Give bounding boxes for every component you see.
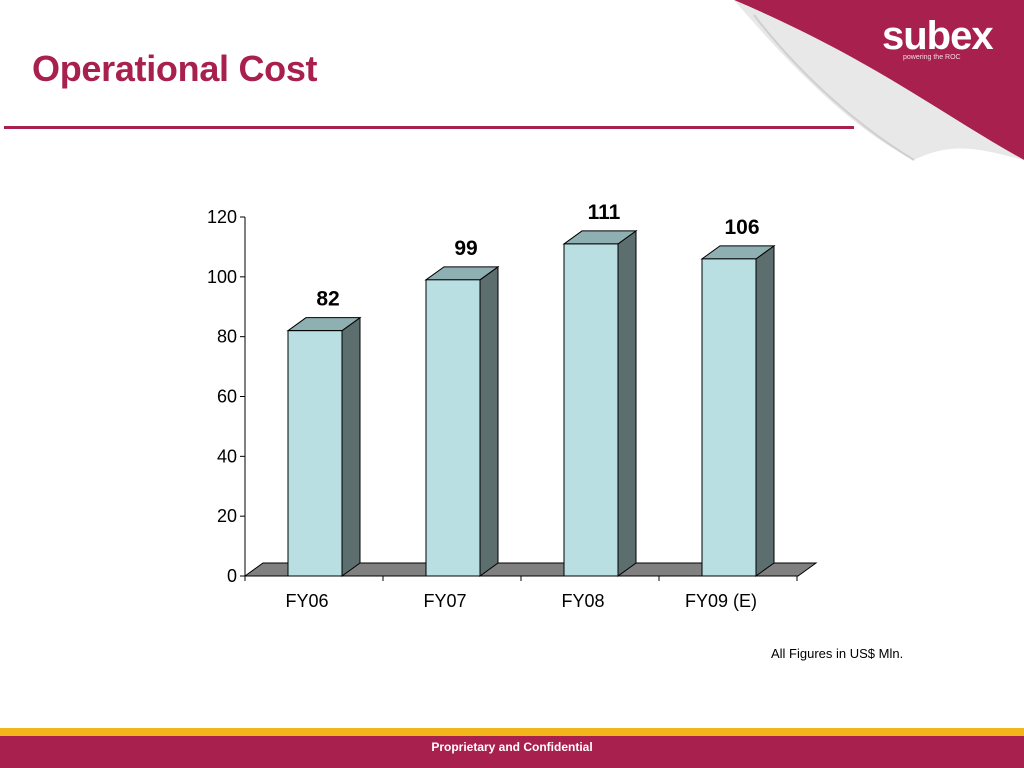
units-note: All Figures in US$ Mln. [771,646,904,661]
x-tick-label: FY09 (E) [685,591,757,611]
y-tick-label: 0 [227,566,237,586]
footer-bar [0,736,1024,768]
y-tick-label: 20 [217,506,237,526]
data-label: 99 [454,237,477,260]
y-tick-label: 40 [217,446,237,466]
x-tick-label: FY08 [561,591,604,611]
y-tick-label: 80 [217,327,237,347]
x-tick-label: FY07 [423,591,466,611]
data-label: 82 [316,288,339,311]
footer-accent-stripe [0,728,1024,736]
y-tick-label: 120 [207,207,237,227]
y-tick-label: 100 [207,267,237,287]
bar-side [479,265,499,577]
data-label: 111 [588,201,621,224]
bar [701,258,757,577]
brand-tagline: powering the ROC [903,54,961,61]
title-divider [4,126,854,129]
page-curl-corner [734,0,1024,161]
data-label: 106 [724,216,759,239]
y-tick-label: 60 [217,387,237,407]
bar-side [617,229,637,577]
page-title: Operational Cost [32,48,318,89]
x-tick-label: FY06 [285,591,328,611]
bar [287,330,343,577]
bar [425,279,481,577]
bar-side [341,316,361,577]
footer-text: Proprietary and Confidential [431,740,593,754]
bar [563,243,619,577]
brand-logo: subex [882,14,994,58]
bar-side [755,244,775,577]
